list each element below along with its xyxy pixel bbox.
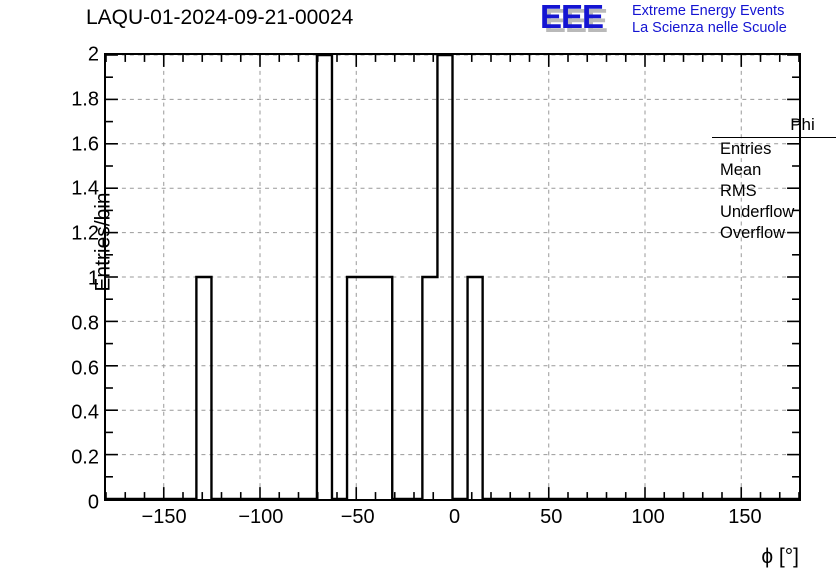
plot-frame: Entries/bin ϕ [°] 0 0.2 0.4 0.6 0.8 1 1.2 1.4 1.…	[71, 44, 836, 568]
stats-rows: Entries10Mean−43.87RMS38.98Underflow0Ove…	[712, 139, 836, 244]
eee-logo-line1: Extreme Energy Events	[632, 3, 785, 19]
histogram-outline	[106, 55, 799, 499]
stats-key: RMS	[720, 182, 757, 200]
x-tick-label: −100	[238, 506, 284, 528]
x-tick-label: 50	[540, 506, 563, 528]
stats-row: Entries10	[712, 139, 836, 160]
stats-key: Underflow	[720, 203, 795, 221]
y-tick-label: 0.2	[71, 446, 99, 469]
stats-title: Phi	[790, 115, 815, 134]
y-tick-label: 0	[87, 491, 99, 514]
stats-row: RMS38.98	[712, 181, 836, 202]
stats-key: Overflow	[720, 224, 786, 242]
y-tick-label: 0.8	[71, 312, 99, 335]
stats-row: Mean−43.87	[712, 160, 836, 181]
eee-logo-line2: La Scienza nelle Scuole	[632, 20, 787, 36]
stats-divider	[712, 137, 836, 138]
y-tick-label: 0.4	[71, 401, 99, 424]
stats-key: Entries	[720, 140, 772, 158]
y-tick-label: 1.6	[71, 133, 99, 156]
stats-row: Underflow0	[712, 202, 836, 223]
x-tick-label: 100	[631, 506, 665, 528]
x-axis-label: ϕ [°]	[761, 545, 799, 568]
x-tick-label: 150	[728, 506, 762, 528]
y-tick-label: 1	[87, 267, 99, 290]
y-tick-label: 2	[87, 43, 99, 66]
stats-row: Overflow0	[712, 223, 836, 244]
x-tick-label: 0	[448, 506, 461, 528]
eee-logo: EEE EEE Extreme Energy Events La Scienza…	[540, 0, 832, 38]
y-tick-label: 1.4	[71, 177, 99, 200]
y-tick-label: 0.6	[71, 357, 99, 380]
eee-logo-mark: EEE	[540, 0, 604, 35]
x-tick-label: −50	[340, 506, 375, 528]
y-tick-label: 1.8	[71, 88, 99, 111]
stats-key: Mean	[720, 161, 762, 179]
page-title: LAQU-01-2024-09-21-00024	[86, 6, 354, 29]
y-tick-label: 1.2	[71, 222, 99, 245]
stats-box: Phi Entries10Mean−43.87RMS38.98Underflow…	[712, 115, 836, 244]
x-tick-label: −150	[141, 506, 187, 528]
